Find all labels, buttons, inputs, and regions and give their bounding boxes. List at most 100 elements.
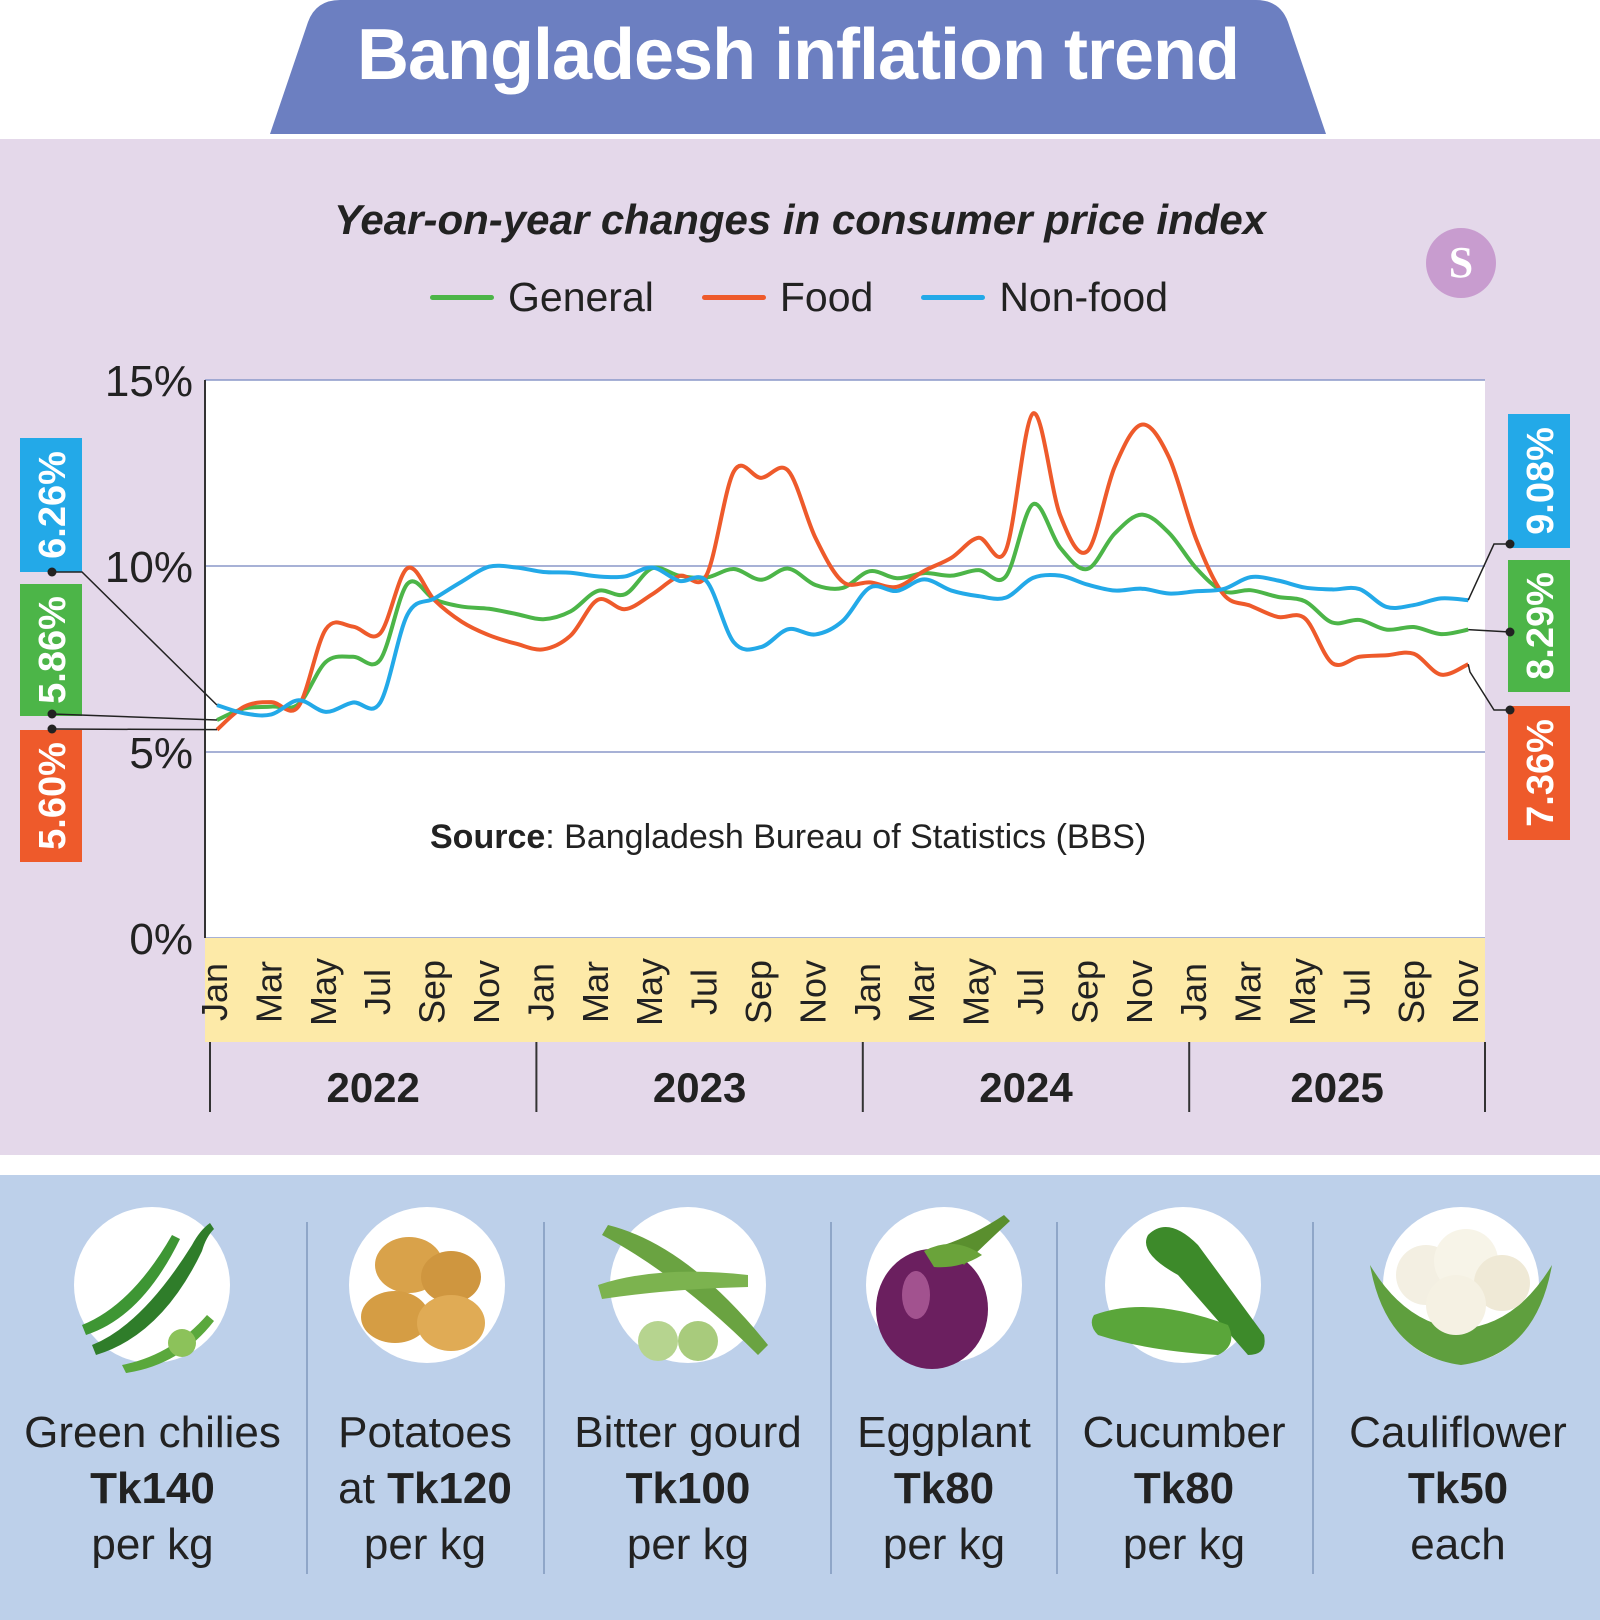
leader-end-nonfood-dot bbox=[1505, 539, 1515, 549]
series-line-general bbox=[216, 502, 1469, 722]
veg-card-eggplant: Eggplant Tk80 per kg bbox=[834, 1205, 1054, 1605]
series-line-food bbox=[215, 411, 1470, 732]
start-label-general: 5.86% bbox=[32, 596, 74, 704]
x-tick-label: Nov bbox=[1119, 960, 1160, 1024]
year-label: 2023 bbox=[653, 1064, 746, 1111]
source-label: Source bbox=[430, 818, 546, 856]
veg-text-bitter-gourd: Bitter gourd Tk100 per kg bbox=[548, 1405, 828, 1573]
legend-swatch-general bbox=[430, 294, 494, 300]
x-tick-label: Mar bbox=[575, 961, 616, 1023]
chart-subtitle: Year-on-year changes in consumer price i… bbox=[333, 196, 1267, 243]
veg-price-prefix: at bbox=[338, 1464, 388, 1513]
x-tick-label: Jan bbox=[1173, 963, 1214, 1021]
cucumber-icon bbox=[1091, 1207, 1265, 1363]
end-label-nonfood-box bbox=[1508, 414, 1570, 548]
cauliflower-icon bbox=[1370, 1207, 1552, 1365]
chart-legend: General Food Non-food bbox=[430, 272, 1216, 322]
leader-end-food bbox=[1467, 664, 1510, 711]
x-tick-label: May bbox=[956, 958, 997, 1026]
series-line-nonfood bbox=[216, 563, 1469, 718]
eggplant-icon bbox=[866, 1207, 1022, 1369]
veg-price: Tk120 bbox=[387, 1464, 512, 1513]
brand-logo: S bbox=[1426, 228, 1496, 298]
veg-unit: per kg bbox=[882, 1520, 1006, 1569]
x-tick-label: Sep bbox=[738, 960, 779, 1024]
potato-icon bbox=[349, 1207, 505, 1363]
page-title: Bangladesh inflation trend bbox=[356, 15, 1240, 95]
end-label-general: 8.29% bbox=[1520, 572, 1562, 680]
veg-card-cauliflower: Cauliflower Tk50 each bbox=[1316, 1205, 1600, 1605]
legend-swatch-nonfood bbox=[921, 294, 986, 300]
start-label-nonfood-box bbox=[20, 438, 82, 572]
veg-divider bbox=[1312, 1222, 1314, 1574]
veg-divider bbox=[543, 1222, 545, 1574]
vegetable-price-panel bbox=[0, 1175, 1600, 1620]
veg-name: Cauliflower bbox=[1349, 1408, 1567, 1457]
x-tick-label: Nov bbox=[1445, 960, 1486, 1024]
legend-label-food: Food bbox=[779, 273, 874, 320]
x-tick-label: Jul bbox=[1336, 969, 1377, 1015]
leader-start-nonfood-dot bbox=[47, 567, 57, 577]
veg-divider bbox=[1056, 1222, 1058, 1574]
x-tick-label: May bbox=[303, 958, 344, 1026]
veg-text-cucumber: Cucumber Tk80 per kg bbox=[1060, 1405, 1308, 1573]
x-tick-label: May bbox=[629, 958, 670, 1026]
leader-end-food-dot bbox=[1505, 705, 1515, 715]
leader-start-nonfood bbox=[52, 571, 218, 706]
plot-area bbox=[205, 380, 1485, 938]
x-tick-label: Jan bbox=[520, 963, 561, 1021]
veg-name: Eggplant bbox=[857, 1408, 1031, 1457]
x-tick-label: Nov bbox=[466, 960, 507, 1024]
veg-divider bbox=[306, 1222, 308, 1574]
legend-item-food: Food bbox=[701, 273, 874, 321]
start-label-food-box bbox=[20, 730, 82, 862]
year-label: 2024 bbox=[979, 1064, 1073, 1111]
veg-name: Bitter gourd bbox=[574, 1408, 802, 1457]
veg-price: Tk140 bbox=[90, 1464, 215, 1513]
green-chili-icon bbox=[74, 1207, 230, 1373]
x-tick-label: Mar bbox=[1228, 961, 1269, 1023]
leader-start-food-dot bbox=[47, 724, 57, 734]
bitter-gourd-icon bbox=[598, 1207, 768, 1363]
veg-price: Tk80 bbox=[893, 1464, 995, 1513]
x-tick-label: Sep bbox=[1064, 960, 1105, 1024]
y-tick-label: 0% bbox=[129, 915, 193, 964]
legend-label-general: General bbox=[508, 273, 654, 320]
line-chart: 0% 5% 10% 15% Jan Mar May Jul Sep Nov Jan Mar May Jul… bbox=[20, 357, 1570, 1112]
veg-card-cucumber: Cucumber Tk80 per kg bbox=[1060, 1205, 1308, 1605]
x-tick-label: Jul bbox=[357, 969, 398, 1015]
title-banner: Bangladesh inflation trend bbox=[270, 0, 1326, 134]
end-label-food: 7.36% bbox=[1520, 719, 1562, 827]
leader-start-food bbox=[51, 728, 218, 731]
veg-unit: per kg bbox=[91, 1520, 214, 1569]
veg-unit: per kg bbox=[626, 1520, 750, 1569]
x-tick-label: Nov bbox=[792, 960, 833, 1024]
leader-start-general bbox=[51, 713, 218, 721]
year-label: 2022 bbox=[326, 1064, 419, 1111]
veg-card-green-chilies: Green chilies Tk140 per kg bbox=[10, 1205, 295, 1605]
start-label-food: 5.60% bbox=[32, 742, 74, 850]
leader-end-general bbox=[1468, 628, 1511, 633]
start-label-general-box bbox=[20, 584, 82, 716]
veg-card-bitter-gourd: Bitter gourd Tk100 per kg bbox=[548, 1205, 828, 1605]
x-tick-label: May bbox=[1282, 958, 1323, 1026]
veg-divider bbox=[830, 1222, 832, 1574]
veg-name: Potatoes bbox=[338, 1408, 512, 1457]
legend-label-nonfood: Non-food bbox=[999, 273, 1168, 320]
veg-name: Green chilies bbox=[24, 1408, 281, 1457]
x-tick-label: Mar bbox=[248, 961, 289, 1023]
legend-item-nonfood: Non-food bbox=[921, 274, 1168, 321]
veg-text-eggplant: Eggplant Tk80 per kg bbox=[834, 1405, 1054, 1573]
x-tick-label: Jul bbox=[684, 969, 725, 1015]
legend-swatch-food bbox=[701, 294, 766, 300]
veg-card-potatoes: Potatoes at Tk120 per kg bbox=[310, 1205, 540, 1605]
title-banner-shape bbox=[270, 0, 1326, 134]
x-tick-label: Mar bbox=[901, 961, 942, 1023]
leader-end-nonfood bbox=[1467, 543, 1510, 601]
source-text: : Bangladesh Bureau of Statistics (BBS) bbox=[545, 818, 1147, 856]
veg-price: Tk80 bbox=[1133, 1464, 1235, 1513]
month-band bbox=[205, 938, 1485, 1042]
start-label-nonfood: 6.26% bbox=[32, 451, 74, 559]
x-tick-label: Jan bbox=[194, 963, 235, 1021]
x-tick-label: Jul bbox=[1010, 969, 1051, 1015]
